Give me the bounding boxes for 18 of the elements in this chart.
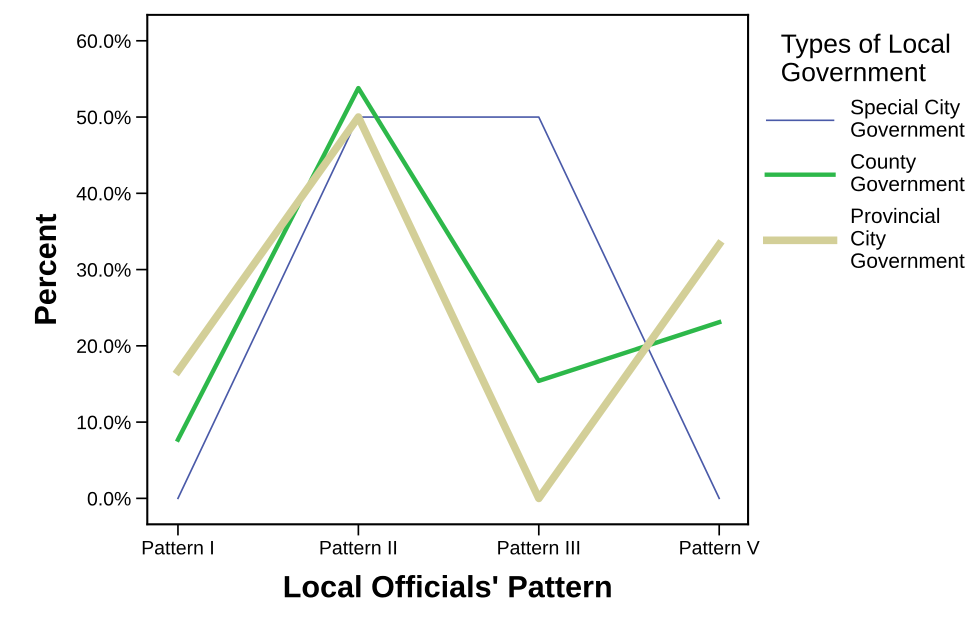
y-tick-label: 0.0% <box>88 492 131 506</box>
line-series <box>176 86 722 442</box>
y-tick-label: 10.0% <box>78 416 131 430</box>
y-tick-label: 50.0% <box>76 110 131 124</box>
y-axis-title: Percent <box>34 214 56 324</box>
x-tick-label: Pattern II <box>320 540 396 555</box>
x-tick-label: Pattern I <box>142 540 213 555</box>
x-tick-label: Pattern III <box>498 540 580 555</box>
y-tick-label: 40.0% <box>76 186 131 201</box>
y-tick-label: 60.0% <box>77 34 131 48</box>
legend-label: Special City Government <box>851 99 965 137</box>
x-axis-title: Local Officials' Pattern <box>284 575 611 598</box>
y-tick-label: 30.0% <box>76 263 131 277</box>
legend-label: County Government <box>851 154 965 192</box>
legend-label: Provincial City Government <box>851 208 965 268</box>
x-tick-label: Pattern V <box>680 540 760 555</box>
y-tick-label: 20.0% <box>77 339 131 354</box>
legend-title: Types of Local Government <box>781 34 950 82</box>
